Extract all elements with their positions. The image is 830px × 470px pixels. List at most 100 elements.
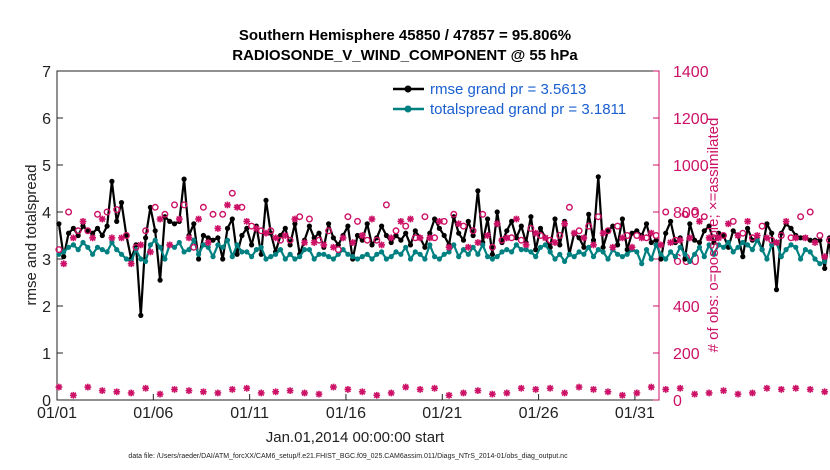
obs-rejected-point	[257, 389, 265, 397]
obs-possible-point	[806, 208, 814, 216]
data-point	[152, 237, 158, 243]
data-point	[643, 247, 650, 253]
y-axis-label-right: # of obs: o=possible; ×=assimilated	[705, 118, 722, 353]
data-point	[85, 228, 91, 234]
data-point	[340, 247, 346, 253]
obs-assimilated-point	[147, 248, 154, 256]
x-tick-label: 01/31	[615, 405, 655, 422]
obs-assimilated-point	[821, 253, 829, 261]
obs-possible-point	[421, 213, 429, 221]
data-point	[465, 218, 471, 224]
obs-rejected-point	[777, 386, 785, 393]
obs-rejected-point	[488, 390, 496, 398]
data-point	[311, 256, 317, 262]
data-point	[350, 254, 356, 260]
data-point	[249, 242, 255, 248]
x-tick-label: 01/11	[230, 405, 269, 422]
obs-possible-point	[758, 222, 766, 230]
data-point	[297, 254, 303, 260]
data-point	[716, 230, 722, 236]
data-point	[383, 256, 389, 262]
obs-assimilated-point	[715, 234, 723, 242]
obs-possible-point	[691, 208, 699, 216]
obs-assimilated-point	[89, 234, 97, 242]
data-point	[292, 221, 298, 227]
data-point	[80, 223, 86, 229]
data-point	[114, 247, 120, 253]
data-point	[273, 251, 279, 257]
data-point	[672, 254, 679, 260]
data-point	[239, 249, 245, 255]
data-point	[460, 237, 467, 243]
obs-rejected-point	[561, 389, 569, 397]
data-point	[624, 247, 630, 253]
data-point	[379, 223, 385, 229]
data-point	[441, 232, 447, 239]
data-point	[581, 251, 587, 257]
data-point	[513, 242, 520, 248]
obs-possible-point	[161, 210, 169, 218]
series-assimilated	[60, 201, 829, 268]
data-point	[807, 249, 813, 255]
data-point	[138, 256, 144, 262]
obs-possible-point	[517, 236, 525, 244]
data-point	[552, 256, 558, 262]
data-point	[619, 216, 626, 222]
data-point	[80, 239, 86, 246]
obs-assimilated-point	[686, 234, 694, 242]
obs-possible-point	[816, 231, 824, 239]
obs-assimilated-point	[397, 218, 405, 225]
data-point	[629, 230, 635, 236]
obs-possible-point	[93, 210, 101, 218]
obs-assimilated-point	[522, 241, 530, 249]
obs-assimilated-point	[551, 239, 559, 246]
data-point	[181, 249, 187, 255]
obs-assimilated-point	[339, 234, 347, 242]
data-point	[740, 254, 746, 260]
data-point	[778, 254, 784, 260]
obs-assimilated-point	[137, 241, 145, 249]
obs-assimilated-point	[98, 215, 106, 223]
obs-possible-point	[662, 208, 670, 216]
data-point	[499, 249, 505, 255]
legend-box	[372, 79, 650, 123]
data-point	[480, 242, 486, 248]
obs-rejected-point	[243, 384, 251, 392]
data-point	[393, 232, 399, 239]
obs-assimilated-point	[753, 232, 761, 239]
data-point	[277, 247, 284, 253]
data-point	[711, 251, 717, 257]
series-rejected	[55, 383, 829, 399]
y-tick-label-right: 1200	[673, 111, 709, 128]
data-point	[436, 225, 442, 231]
data-point	[239, 232, 245, 239]
data-point	[412, 228, 418, 234]
data-point	[244, 249, 250, 255]
data-point	[234, 242, 240, 248]
data-point	[648, 256, 654, 262]
obs-rejected-point	[358, 388, 366, 396]
obs-assimilated-point	[108, 234, 116, 242]
data-point	[147, 242, 153, 248]
obs-assimilated-point	[204, 239, 212, 246]
data-point	[528, 249, 534, 255]
obs-assimilated-point	[513, 215, 520, 223]
y-tick-label-left: 6	[42, 111, 51, 128]
data-file-note: data file: /Users/raeder/DAI/ATM_forcXX/…	[128, 453, 568, 460]
data-point	[330, 256, 336, 262]
obs-rejected-point	[330, 383, 337, 391]
obs-rejected-point	[676, 384, 684, 392]
data-point	[706, 223, 712, 229]
obs-possible-point	[344, 213, 352, 221]
y-tick-label-right: 400	[673, 299, 700, 316]
data-point	[56, 251, 62, 257]
data-point	[692, 251, 698, 257]
y-tick-label-right: 800	[673, 205, 700, 222]
obs-assimilated-point	[330, 243, 337, 251]
data-point	[90, 230, 96, 236]
obs-possible-point	[614, 222, 622, 230]
data-point	[822, 265, 828, 271]
data-point	[668, 249, 674, 255]
data-point	[571, 254, 577, 260]
